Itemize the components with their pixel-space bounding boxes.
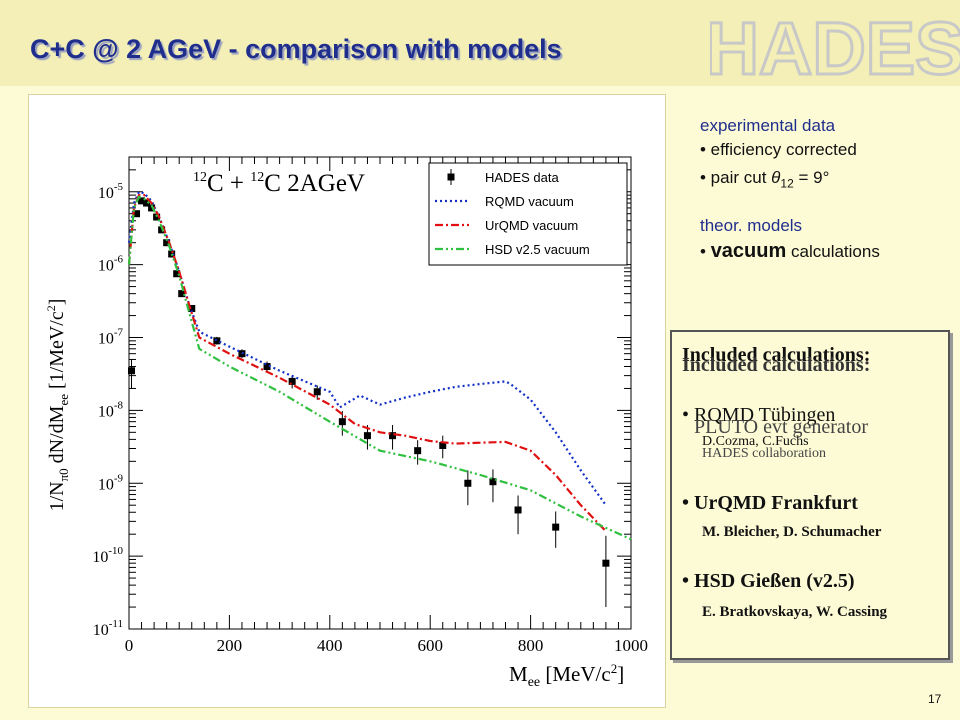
paircut-sub: 12 xyxy=(780,176,794,191)
x-tick-label: 600 xyxy=(417,636,443,655)
data-point xyxy=(173,270,181,278)
theor-bullet: • xyxy=(700,242,711,262)
hades-logo: HADES xyxy=(710,8,960,86)
legend-label: RQMD vacuum xyxy=(485,194,574,209)
x-tick-label: 800 xyxy=(518,636,544,655)
slide-title: C+C @ 2 AGeV - comparison with models xyxy=(30,34,562,64)
data-point xyxy=(439,441,447,449)
calc-item-rqmd-authors: D.Cozma, C.Fuchs xyxy=(702,434,809,449)
y-tick-label: 10-7 xyxy=(98,327,124,348)
data-point xyxy=(288,377,296,385)
calc-item-rqmd-name: RQMD Tübingen xyxy=(694,404,836,426)
paircut-suffix: = 9° xyxy=(793,168,830,187)
y-tick-label: 10-10 xyxy=(92,545,123,566)
data-point xyxy=(153,213,161,221)
data-point xyxy=(602,559,610,567)
data-point xyxy=(514,506,522,514)
calc-item-urqmd-authors: M. Bleicher, D. Schumacher xyxy=(702,524,882,540)
data-point xyxy=(163,239,171,247)
x-tick-label: 400 xyxy=(317,636,343,655)
data-point xyxy=(414,447,422,455)
exp-item-paircut: • pair cut θ12 = 9° xyxy=(700,168,950,190)
data-point xyxy=(178,290,186,298)
y-tick-label: 10-6 xyxy=(98,254,124,275)
calc-item-rqmd: • RQMD Tübingen xyxy=(682,404,836,426)
info-panel: experimental data • efficiency corrected… xyxy=(700,116,950,271)
data-point xyxy=(363,432,371,440)
plot-frame: 0 200 400 600 800 1000 10-11 10-10 10-9 10-8 10-7 1… xyxy=(28,94,666,708)
data-point xyxy=(552,523,560,531)
calc-item-hsd-name: HSD Gießen (v2.5) xyxy=(694,570,855,592)
x-axis-label: Mee [MeV/c2] xyxy=(509,661,624,690)
data-point xyxy=(313,388,321,396)
legend-label: HSD v2.5 vacuum xyxy=(485,242,590,257)
spectrum-chart: 0 200 400 600 800 1000 10-11 10-10 10-9 10-8 10-7 1… xyxy=(44,156,648,690)
series-line-2 xyxy=(127,194,607,532)
data-point xyxy=(143,199,151,207)
calc-item-hsd-authors: E. Bratkovskaya, W. Cassing xyxy=(702,604,888,620)
theor-heading: theor. models xyxy=(700,216,803,236)
theor-vacuum-word: vacuum xyxy=(710,240,787,263)
slide-header xyxy=(0,0,960,86)
data-point xyxy=(148,204,156,212)
y-tick-label: 10-5 xyxy=(98,181,124,202)
data-point xyxy=(489,478,497,486)
y-axis-label: 1/Nπ0 dN/dMee [1/MeV/c2] xyxy=(44,299,71,512)
paircut-prefix: • pair cut xyxy=(700,168,772,187)
axes: 0 200 400 600 800 1000 10-11 10-10 10-9 10-8 10-7 1… xyxy=(92,156,648,655)
theor-item-vacuum: • vacuum calculations xyxy=(700,240,950,263)
legend-marker xyxy=(447,173,455,181)
overlay-authors-pluto: HADES collaboration xyxy=(702,446,827,461)
included-calculations-box: Included calculations: Included calculat… xyxy=(670,330,950,660)
legend-label: HADES data xyxy=(485,170,559,185)
chart-legend: HADES data RQMD vacuum UrQMD vacuum HSD v2.… xyxy=(428,162,628,266)
hades-logo-text: HADES xyxy=(710,8,960,86)
calc-item-urqmd: • UrQMD Frankfurt xyxy=(682,492,858,514)
calc-heading-echo: Included calculations: xyxy=(682,354,871,376)
overlay-item-pluto: PLUTO evt generator xyxy=(694,416,869,438)
y-tick-label: 10-9 xyxy=(98,472,124,493)
reaction-label: 12C + 12C 2AGeV xyxy=(193,170,365,197)
data-point xyxy=(338,418,346,426)
data-point xyxy=(133,210,141,218)
x-tick-label: 1000 xyxy=(614,636,648,655)
data-point xyxy=(138,197,146,205)
legend-label: UrQMD vacuum xyxy=(485,218,578,233)
calc-heading: Included calculations: xyxy=(682,344,871,366)
paircut-theta: θ xyxy=(771,168,781,187)
exp-data-heading: experimental data xyxy=(700,116,836,135)
data-point xyxy=(188,305,196,313)
data-point xyxy=(213,337,221,345)
data-point xyxy=(464,479,472,487)
page-number: 17 xyxy=(928,692,942,706)
exp-item-efficiency: • efficiency corrected xyxy=(700,140,857,159)
x-tick-label: 0 xyxy=(125,636,134,655)
y-tick-label: 10-11 xyxy=(93,618,123,639)
y-tick-label: 10-8 xyxy=(98,399,124,420)
x-tick-label: 200 xyxy=(217,636,243,655)
series-line-3 xyxy=(127,195,632,541)
series-layer xyxy=(127,190,632,608)
data-point xyxy=(263,363,271,371)
data-point xyxy=(389,432,397,440)
calc-item-hsd: • HSD Gießen (v2.5) xyxy=(682,570,855,592)
data-point xyxy=(128,367,136,375)
theor-rest: calculations xyxy=(786,242,880,262)
calc-item-urqmd-name: UrQMD Frankfurt xyxy=(694,492,858,514)
